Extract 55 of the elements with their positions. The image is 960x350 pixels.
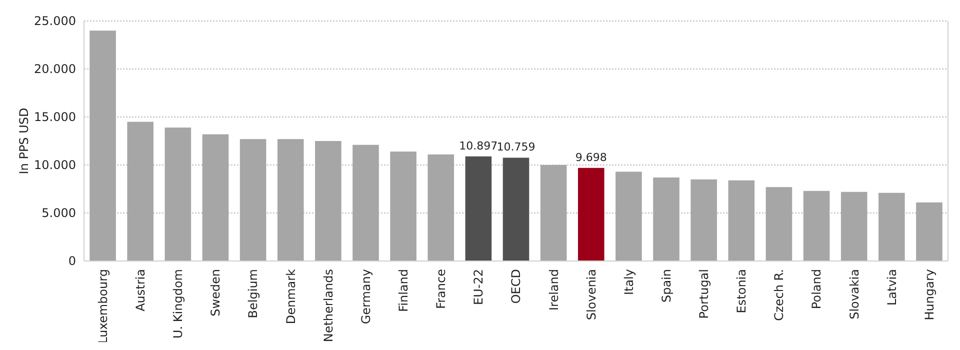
x-tick-label: Spain — [659, 269, 674, 303]
x-tick-label: Belgium — [246, 269, 260, 318]
bar — [916, 202, 942, 261]
x-tick-label: U. Kingdom — [171, 269, 186, 338]
data-label: 10.759 — [496, 140, 536, 154]
x-tick-label: Denmark — [284, 268, 298, 324]
bar — [578, 168, 604, 261]
bar — [653, 177, 680, 261]
bar — [390, 152, 416, 261]
bar — [803, 190, 830, 261]
x-tick-label: Finland — [396, 269, 411, 312]
x-tick-label: EU-22 — [472, 269, 486, 305]
data-label: 10.897 — [459, 139, 498, 152]
y-tick-label: 10.000 — [34, 158, 76, 172]
y-tick-label: 5.000 — [42, 206, 76, 220]
y-tick-label: 20.000 — [34, 62, 76, 76]
y-tick-label: 15.000 — [34, 110, 76, 124]
x-tick-label: Austria — [134, 269, 148, 312]
y-axis-title: In PPS USD — [17, 108, 32, 174]
bar — [616, 172, 642, 261]
bar — [90, 30, 116, 261]
bar — [315, 141, 342, 261]
bar — [502, 158, 530, 261]
bar — [840, 192, 868, 261]
x-tick-label: Italy — [622, 269, 636, 296]
bar — [164, 128, 192, 261]
bar — [878, 192, 905, 261]
y-tick-label: 0 — [68, 254, 76, 268]
bar — [277, 139, 304, 261]
x-tick-label: Poland — [810, 269, 824, 310]
x-tick-label: Ireland — [546, 269, 561, 311]
y-tick-label: 25.000 — [34, 14, 76, 28]
bar — [428, 154, 454, 261]
bar — [540, 165, 567, 261]
x-tick-label: Estonia — [734, 269, 749, 314]
bar — [240, 139, 266, 261]
bar — [766, 187, 792, 261]
bar — [127, 122, 154, 261]
bar — [202, 134, 229, 261]
x-tick-label: Hungary — [922, 269, 936, 320]
x-tick-label: Germany — [358, 269, 373, 324]
bar — [690, 179, 717, 261]
x-tick-label: Slovenia — [584, 269, 598, 320]
bar — [728, 180, 755, 261]
bar — [352, 144, 379, 261]
x-tick-label: Slovakia — [847, 269, 862, 320]
x-tick-label: Czech R. — [772, 269, 786, 321]
data-label: 9.698 — [575, 150, 607, 164]
x-tick-label: France — [434, 269, 448, 309]
x-tick-label: Netherlands — [321, 269, 336, 342]
bar — [465, 156, 492, 261]
x-tick-label: Portugal — [697, 269, 712, 319]
x-tick-label: Sweden — [208, 269, 223, 316]
x-tick-label: OECD — [509, 269, 524, 304]
x-tick-label: Latvia — [884, 269, 899, 306]
